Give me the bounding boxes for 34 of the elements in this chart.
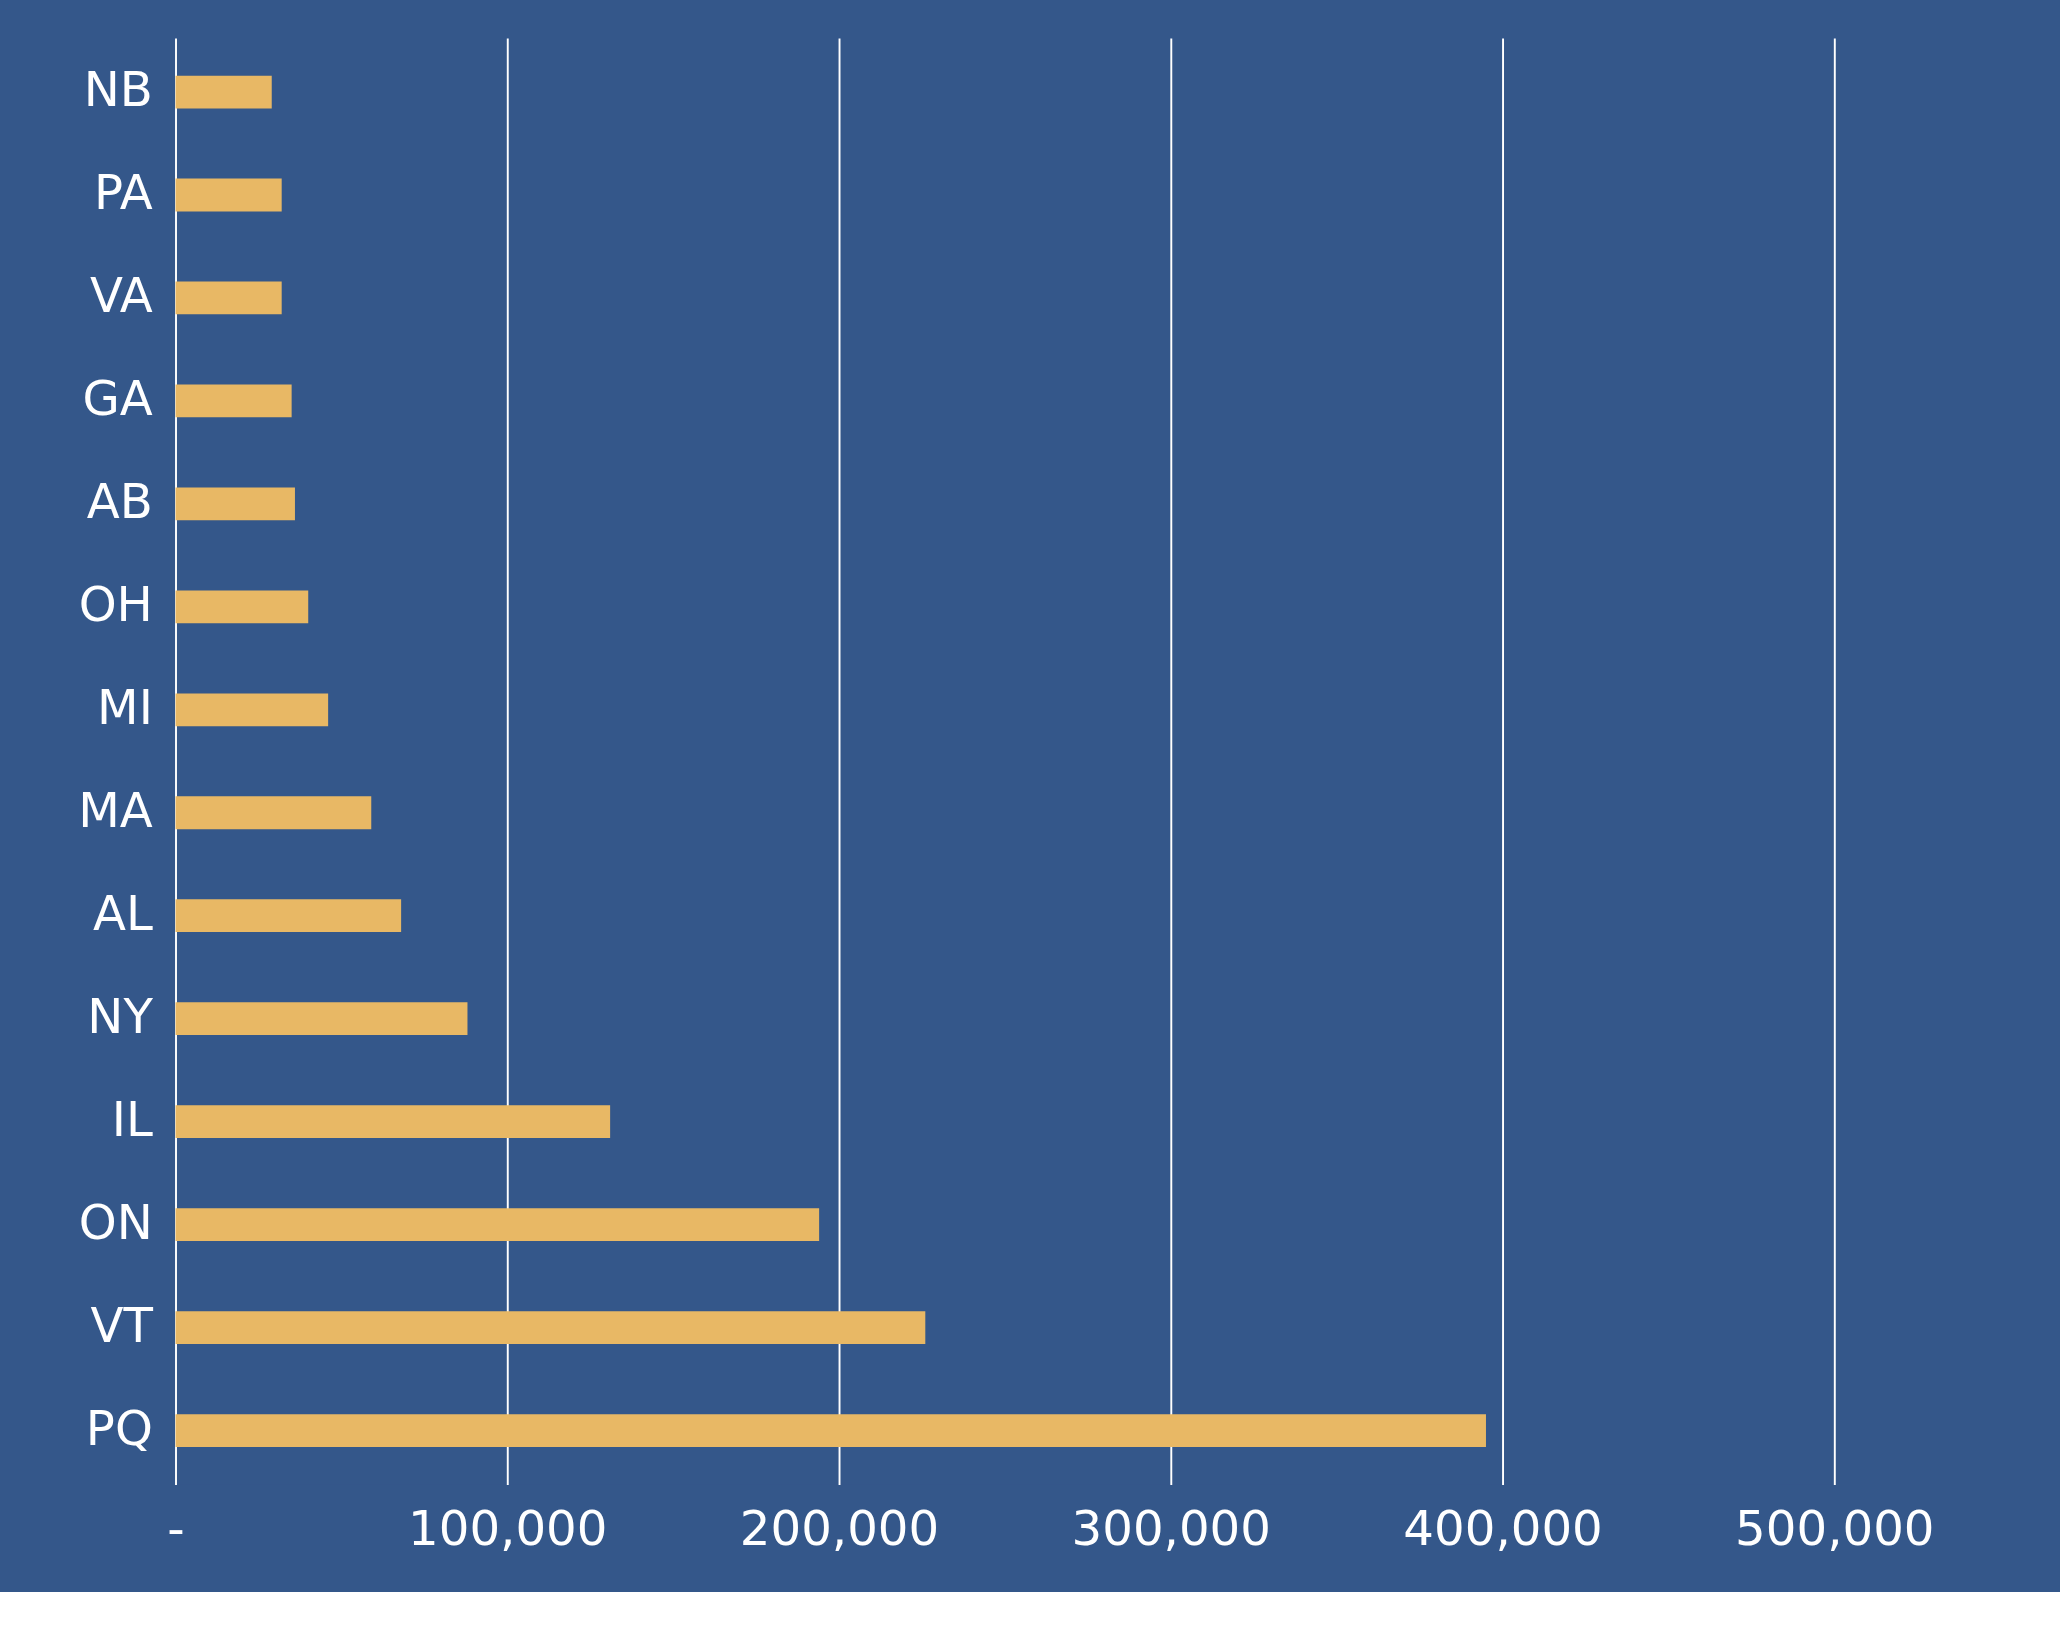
x-tick-label: - <box>167 1499 185 1556</box>
bar <box>175 1208 820 1242</box>
bar <box>175 178 282 212</box>
x-tick-label: 200,000 <box>739 1499 940 1556</box>
bar <box>175 590 309 624</box>
y-tick-label: PA <box>93 164 153 221</box>
bar <box>175 1002 468 1036</box>
bar <box>175 384 292 418</box>
bar <box>175 1311 926 1344</box>
y-tick-label: MA <box>78 782 153 839</box>
y-tick-label: PQ <box>85 1400 153 1457</box>
y-tick-label: AB <box>86 473 153 530</box>
y-tick-label: NY <box>87 988 154 1045</box>
bar <box>175 899 402 933</box>
bar <box>175 281 282 315</box>
bar <box>175 1414 1486 1447</box>
bar <box>175 693 329 727</box>
y-tick-label: GA <box>82 370 153 427</box>
y-tick-label: IL <box>111 1091 153 1148</box>
bar <box>175 75 272 109</box>
bar <box>175 1105 611 1139</box>
y-tick-label: NB <box>83 61 153 118</box>
bar <box>175 487 295 521</box>
y-tick-label: MI <box>97 679 153 736</box>
x-tick-label: 400,000 <box>1403 1499 1603 1556</box>
y-tick-label: OH <box>78 576 153 633</box>
x-tick-label: 500,000 <box>1735 1499 1935 1556</box>
x-tick-label: 100,000 <box>408 1499 608 1556</box>
y-tick-label: ON <box>78 1194 153 1251</box>
bar <box>175 796 372 830</box>
x-tick-label: 300,000 <box>1071 1499 1271 1556</box>
y-tick-label: VT <box>90 1297 154 1354</box>
y-tick-label: AL <box>93 885 153 942</box>
y-tick-label: VA <box>89 267 153 324</box>
